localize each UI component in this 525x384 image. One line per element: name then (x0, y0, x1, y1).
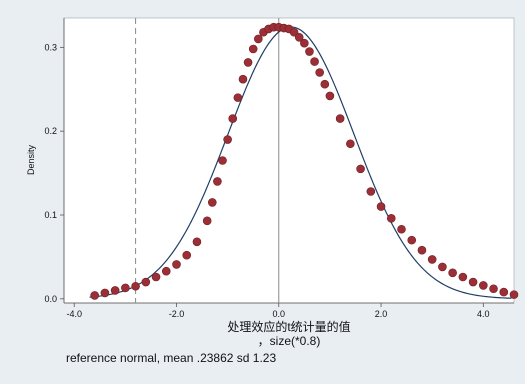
density-point (121, 283, 130, 293)
reference-normal-curve (89, 26, 512, 299)
density-point (407, 235, 417, 245)
density-points (90, 22, 519, 300)
density-point (243, 58, 253, 67)
density-point (310, 57, 319, 66)
density-point (325, 91, 335, 101)
density-point (386, 214, 396, 223)
density-point (427, 255, 437, 264)
x-axis-ticks: -4.0 -2.0 0.0 2.0 4.0 (66, 303, 490, 319)
density-point (448, 268, 457, 278)
plot-area (63, 17, 515, 304)
density-point (356, 164, 365, 174)
density-point (90, 291, 99, 300)
density-point (131, 281, 140, 291)
density-point (320, 79, 330, 89)
density-point (248, 44, 258, 54)
density-point (223, 135, 232, 144)
x-tick-label: -4.0 (66, 309, 82, 319)
x-axis-label: 处理效应的t统计量的值 (227, 319, 350, 334)
x-tick-label: -2.0 (169, 309, 185, 319)
density-point (294, 32, 304, 42)
x-tick-label: 4.0 (477, 309, 490, 319)
density-point (489, 284, 498, 294)
density-point (397, 224, 406, 234)
density-point (100, 288, 110, 298)
density-point (438, 262, 447, 272)
x-tick-label: 0.0 (273, 309, 286, 319)
chart-note: reference normal, mean .23862 sd 1.23 (66, 351, 276, 365)
density-point (315, 68, 324, 77)
density-point (192, 237, 202, 247)
y-tick-label: 0.0 (44, 294, 57, 304)
reference-lines (135, 18, 280, 303)
density-point (479, 281, 488, 290)
density-point (376, 202, 386, 211)
density-point (182, 250, 192, 260)
axes (63, 18, 514, 304)
density-point (305, 47, 314, 56)
y-tick-label: 0.1 (44, 210, 57, 220)
density-point (238, 74, 248, 84)
y-axis-label: Density (26, 144, 36, 175)
density-point (218, 156, 227, 165)
density-point (161, 266, 171, 276)
x-tick-label: 2.0 (375, 309, 388, 319)
density-point (499, 287, 509, 297)
density-point (202, 216, 212, 226)
density-point (172, 260, 181, 269)
density-point (254, 34, 263, 44)
density-point (208, 198, 217, 207)
density-point (233, 93, 243, 102)
x-axis-label-secondary: ，size(*0.8) (258, 334, 321, 348)
density-point (151, 272, 161, 282)
density-point (366, 187, 376, 196)
density-point (417, 245, 427, 255)
y-axis-ticks: 0.0 0.1 0.2 0.3 (44, 42, 64, 304)
density-point (509, 290, 519, 299)
density-point (468, 277, 478, 287)
density-point (110, 286, 120, 295)
density-point (335, 114, 345, 123)
density-point (289, 27, 299, 37)
density-point (228, 114, 238, 123)
density-point (213, 177, 222, 186)
density-point (458, 272, 468, 282)
density-point (141, 277, 151, 287)
y-tick-label: 0.2 (44, 126, 57, 136)
density-point (300, 38, 309, 48)
y-tick-label: 0.3 (44, 42, 57, 52)
density-point (346, 139, 355, 149)
